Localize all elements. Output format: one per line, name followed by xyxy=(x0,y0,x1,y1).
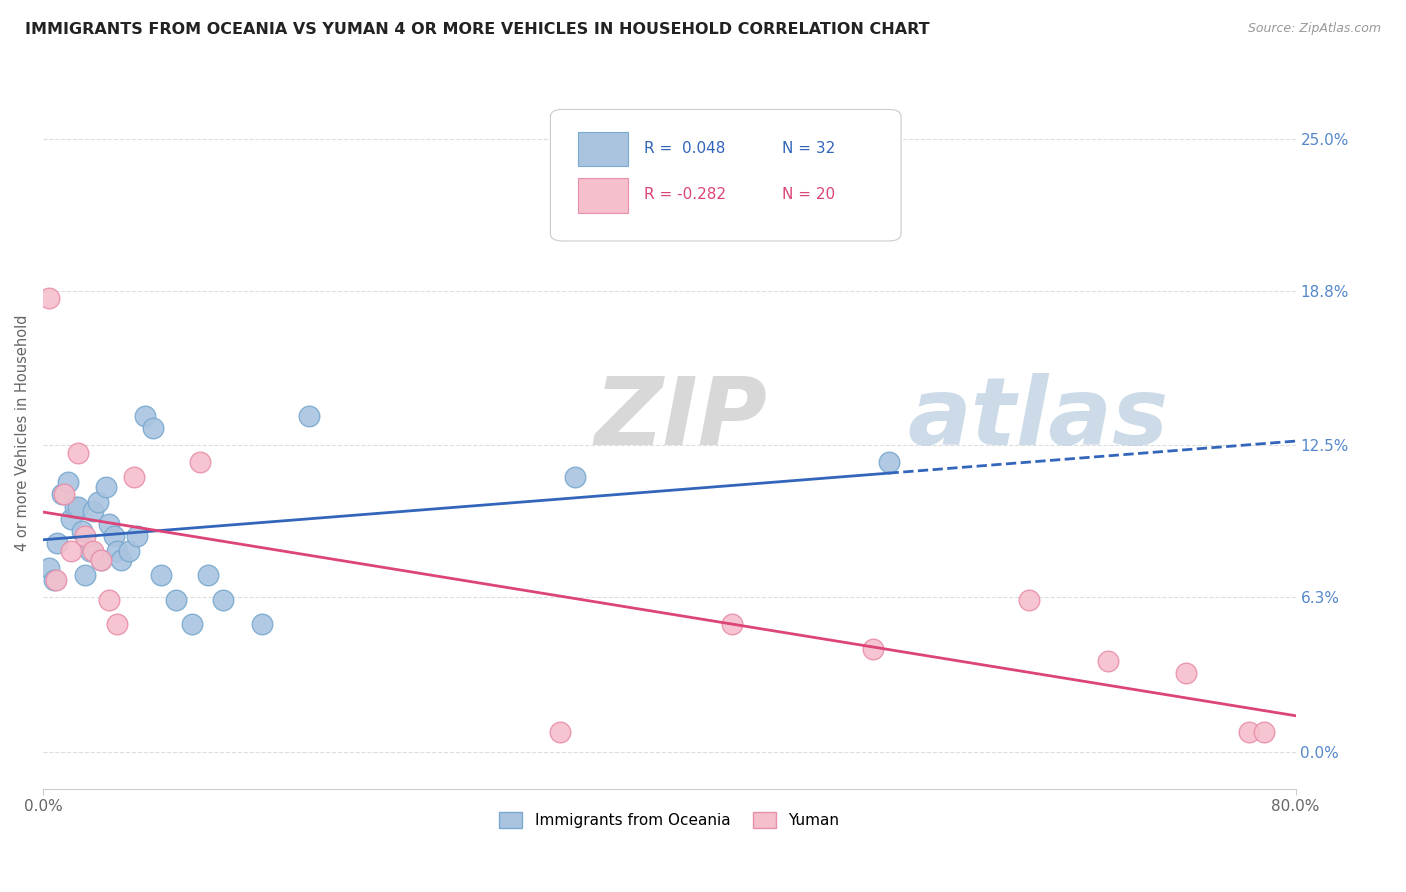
Point xyxy=(1018,592,1040,607)
Point xyxy=(60,512,83,526)
Point xyxy=(548,725,571,739)
Point xyxy=(52,487,75,501)
Point xyxy=(46,536,69,550)
Text: R = -0.282: R = -0.282 xyxy=(644,187,727,202)
Point xyxy=(82,504,104,518)
Point xyxy=(149,568,172,582)
Point xyxy=(66,445,89,459)
Text: N = 32: N = 32 xyxy=(782,141,835,156)
Point xyxy=(188,455,211,469)
Point xyxy=(60,543,83,558)
Legend: Immigrants from Oceania, Yuman: Immigrants from Oceania, Yuman xyxy=(494,806,845,834)
Point xyxy=(118,543,141,558)
Point xyxy=(97,516,120,531)
Point xyxy=(97,592,120,607)
Point xyxy=(127,529,149,543)
Point xyxy=(862,641,884,656)
Point xyxy=(122,470,145,484)
FancyBboxPatch shape xyxy=(578,132,628,166)
Point xyxy=(180,617,202,632)
Text: N = 20: N = 20 xyxy=(782,187,835,202)
Point xyxy=(252,617,274,632)
Point xyxy=(90,553,112,567)
Point xyxy=(564,470,586,484)
Point xyxy=(63,500,86,514)
Point xyxy=(94,480,117,494)
FancyBboxPatch shape xyxy=(578,178,628,212)
Point xyxy=(75,568,97,582)
Text: R =  0.048: R = 0.048 xyxy=(644,141,725,156)
Point xyxy=(38,291,60,305)
Point xyxy=(110,553,132,567)
Point xyxy=(298,409,321,423)
Point xyxy=(721,617,744,632)
Point xyxy=(38,561,60,575)
Text: IMMIGRANTS FROM OCEANIA VS YUMAN 4 OR MORE VEHICLES IN HOUSEHOLD CORRELATION CHA: IMMIGRANTS FROM OCEANIA VS YUMAN 4 OR MO… xyxy=(25,22,929,37)
Point xyxy=(103,529,125,543)
Point xyxy=(165,592,187,607)
Y-axis label: 4 or more Vehicles in Household: 4 or more Vehicles in Household xyxy=(15,315,30,551)
Point xyxy=(51,487,73,501)
Point xyxy=(90,553,112,567)
Point xyxy=(72,524,94,538)
Point xyxy=(105,617,128,632)
Point xyxy=(82,543,104,558)
Point xyxy=(877,455,900,469)
Text: ZIP: ZIP xyxy=(595,373,768,465)
Point xyxy=(134,409,156,423)
Point xyxy=(44,573,66,587)
Point xyxy=(1237,725,1260,739)
Point xyxy=(58,475,80,489)
Point xyxy=(197,568,219,582)
Point xyxy=(1175,666,1198,681)
Point xyxy=(66,500,89,514)
Point xyxy=(1097,654,1119,668)
Point xyxy=(75,529,97,543)
Point xyxy=(142,421,165,435)
Point xyxy=(79,543,101,558)
Point xyxy=(212,592,235,607)
FancyBboxPatch shape xyxy=(550,110,901,241)
Point xyxy=(1253,725,1275,739)
Point xyxy=(105,543,128,558)
Point xyxy=(87,494,110,508)
Text: Source: ZipAtlas.com: Source: ZipAtlas.com xyxy=(1247,22,1381,36)
Point xyxy=(45,573,67,587)
Text: atlas: atlas xyxy=(907,373,1168,465)
